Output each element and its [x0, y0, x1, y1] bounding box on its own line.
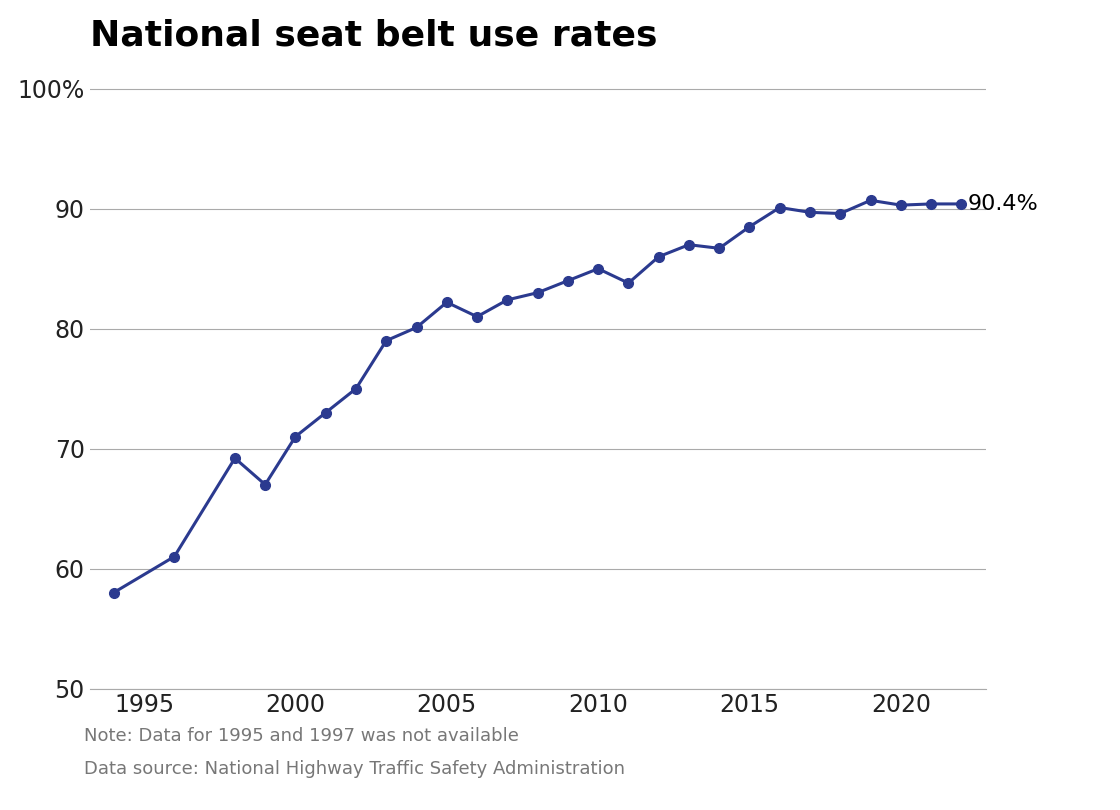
Text: National seat belt use rates: National seat belt use rates: [90, 19, 657, 53]
Text: Note: Data for 1995 and 1997 was not available: Note: Data for 1995 and 1997 was not ava…: [84, 727, 519, 745]
Text: Data source: National Highway Traffic Safety Administration: Data source: National Highway Traffic Sa…: [84, 760, 625, 778]
Text: 90.4%: 90.4%: [968, 194, 1038, 214]
